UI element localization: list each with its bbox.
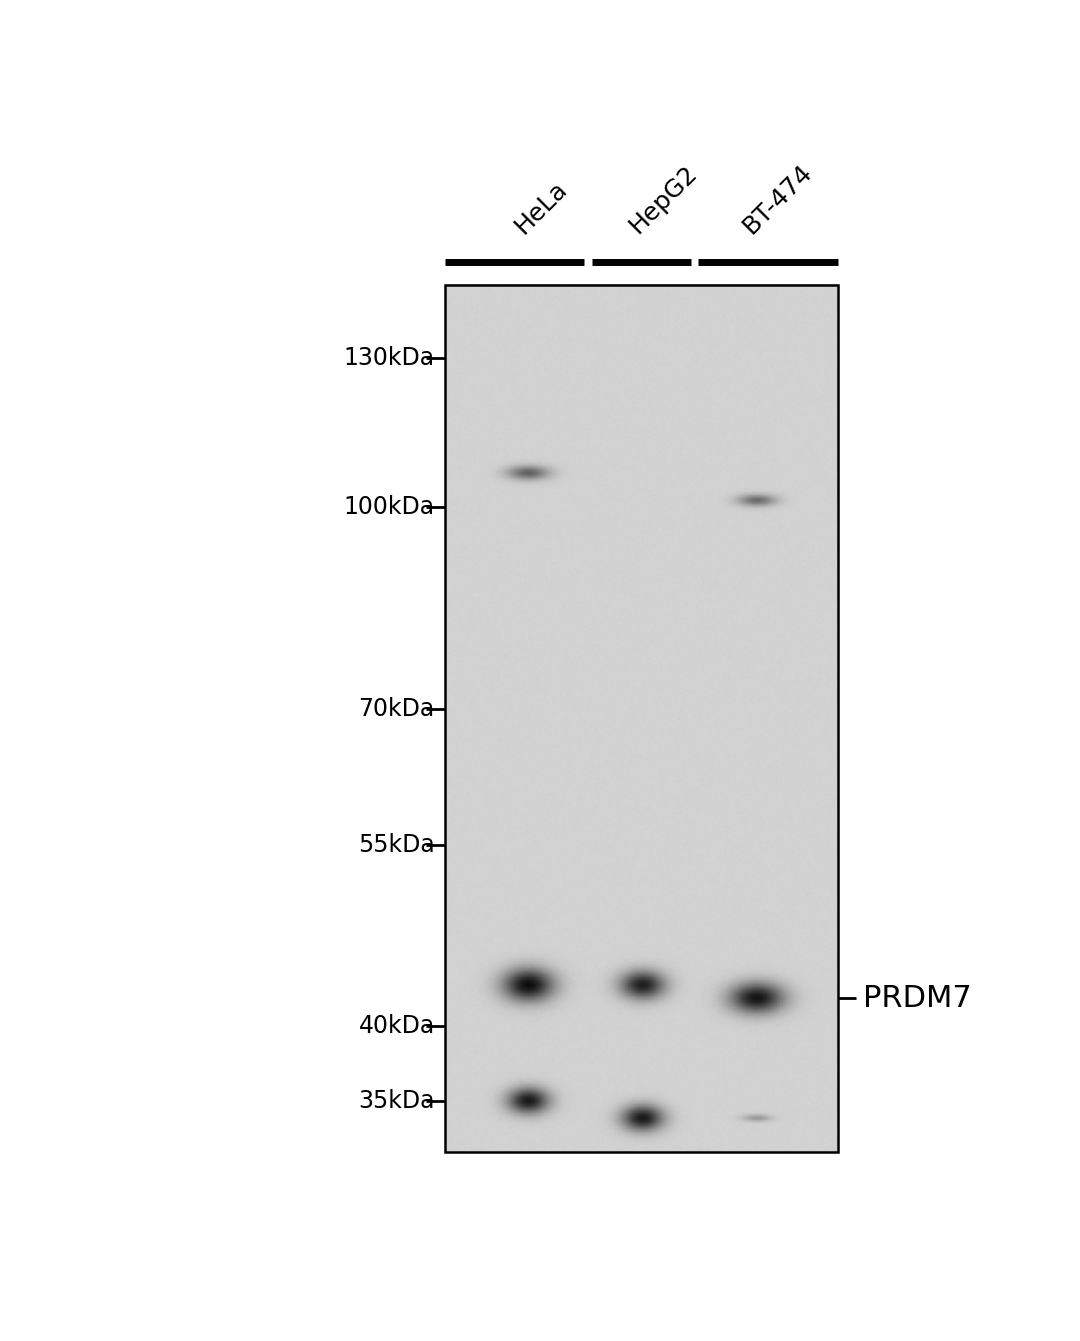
Bar bbox=[445, 284, 838, 1152]
Text: HeLa: HeLa bbox=[511, 177, 572, 239]
Text: BT-474: BT-474 bbox=[739, 160, 818, 239]
Text: 35kDa: 35kDa bbox=[359, 1089, 434, 1113]
Text: HepG2: HepG2 bbox=[624, 161, 702, 239]
Text: 40kDa: 40kDa bbox=[359, 1014, 434, 1038]
Text: 70kDa: 70kDa bbox=[359, 697, 434, 721]
Text: 130kDa: 130kDa bbox=[343, 346, 434, 370]
Text: 100kDa: 100kDa bbox=[343, 495, 434, 519]
Text: 55kDa: 55kDa bbox=[357, 834, 434, 857]
Text: PRDM7: PRDM7 bbox=[863, 984, 972, 1012]
